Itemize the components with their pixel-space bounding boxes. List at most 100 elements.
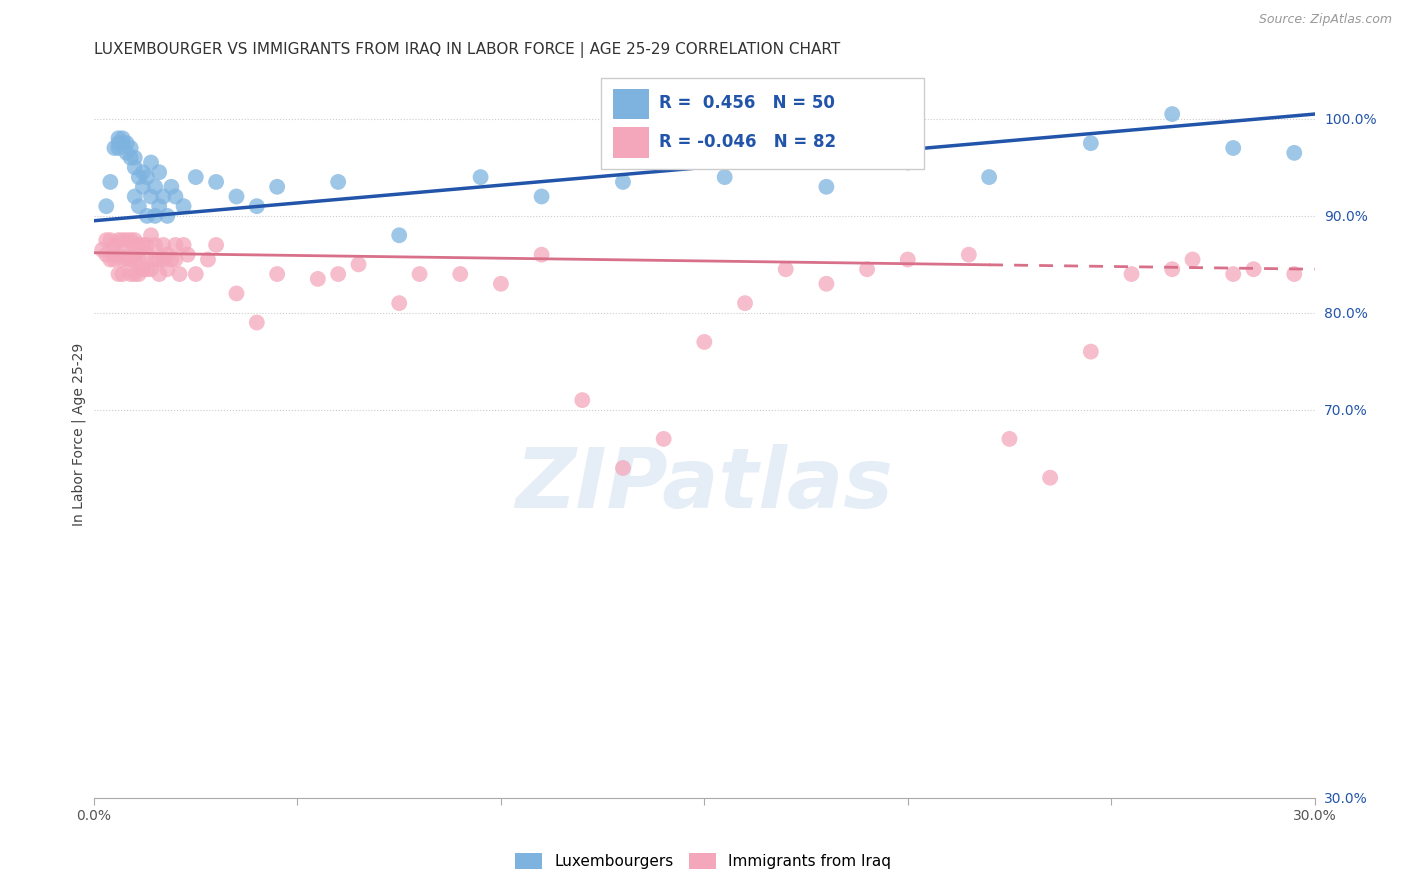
Point bbox=[169, 267, 191, 281]
Point bbox=[530, 247, 553, 261]
Point bbox=[136, 247, 159, 261]
Point bbox=[388, 228, 411, 243]
Point bbox=[120, 233, 142, 247]
Point bbox=[1243, 262, 1265, 277]
Text: R =  0.456   N = 50: R = 0.456 N = 50 bbox=[659, 95, 835, 112]
Point bbox=[139, 189, 162, 203]
Point bbox=[98, 175, 121, 189]
Point bbox=[246, 199, 269, 213]
Point bbox=[96, 247, 118, 261]
Point bbox=[266, 267, 288, 281]
Point bbox=[91, 243, 114, 257]
Point bbox=[173, 199, 195, 213]
Point bbox=[408, 267, 430, 281]
Point bbox=[107, 131, 129, 145]
Point bbox=[713, 170, 735, 185]
Point bbox=[107, 233, 129, 247]
Point bbox=[156, 209, 179, 223]
Text: ZIPatlas: ZIPatlas bbox=[516, 444, 893, 525]
Point bbox=[205, 238, 228, 252]
Point bbox=[103, 252, 125, 267]
Point bbox=[977, 170, 1000, 185]
Point bbox=[156, 262, 179, 277]
Point bbox=[205, 175, 228, 189]
Point bbox=[103, 141, 125, 155]
Point bbox=[124, 233, 146, 247]
Point bbox=[612, 175, 634, 189]
Point bbox=[124, 252, 146, 267]
Point bbox=[1080, 344, 1102, 359]
Point bbox=[998, 432, 1021, 446]
Point bbox=[266, 179, 288, 194]
Point bbox=[115, 252, 138, 267]
Point bbox=[225, 286, 247, 301]
Text: Source: ZipAtlas.com: Source: ZipAtlas.com bbox=[1258, 13, 1392, 27]
Point bbox=[107, 247, 129, 261]
Point bbox=[136, 238, 159, 252]
Point bbox=[96, 199, 118, 213]
Point bbox=[107, 267, 129, 281]
Point bbox=[470, 170, 492, 185]
Point bbox=[897, 155, 920, 169]
Point bbox=[139, 155, 162, 169]
Point bbox=[388, 296, 411, 310]
Point bbox=[489, 277, 512, 291]
Point bbox=[165, 252, 187, 267]
Point bbox=[124, 267, 146, 281]
FancyBboxPatch shape bbox=[613, 128, 650, 158]
Point bbox=[120, 252, 142, 267]
Point bbox=[184, 267, 207, 281]
Point bbox=[111, 233, 134, 247]
Point bbox=[328, 175, 350, 189]
Point bbox=[1222, 141, 1244, 155]
Point bbox=[1161, 262, 1184, 277]
Point bbox=[856, 262, 879, 277]
Point bbox=[176, 247, 198, 261]
Point bbox=[111, 267, 134, 281]
Point bbox=[173, 238, 195, 252]
Point bbox=[449, 267, 471, 281]
Text: R = -0.046   N = 82: R = -0.046 N = 82 bbox=[659, 133, 837, 151]
Point bbox=[1284, 267, 1306, 281]
Point bbox=[775, 262, 797, 277]
Point bbox=[347, 257, 370, 271]
Point bbox=[128, 170, 150, 185]
Point bbox=[571, 393, 593, 408]
Point bbox=[111, 136, 134, 150]
Point bbox=[148, 252, 170, 267]
Point bbox=[115, 233, 138, 247]
Point bbox=[693, 334, 716, 349]
Point bbox=[111, 131, 134, 145]
FancyBboxPatch shape bbox=[600, 78, 924, 169]
Point bbox=[530, 189, 553, 203]
Point bbox=[815, 277, 838, 291]
Point bbox=[152, 189, 174, 203]
Point bbox=[96, 233, 118, 247]
Point bbox=[103, 247, 125, 261]
Point bbox=[148, 165, 170, 179]
Point bbox=[136, 262, 159, 277]
Point bbox=[120, 267, 142, 281]
Point bbox=[148, 267, 170, 281]
Point bbox=[124, 189, 146, 203]
Point bbox=[734, 296, 756, 310]
Point bbox=[124, 151, 146, 165]
Point bbox=[132, 262, 155, 277]
Point bbox=[115, 145, 138, 160]
Point bbox=[120, 247, 142, 261]
Legend: Luxembourgers, Immigrants from Iraq: Luxembourgers, Immigrants from Iraq bbox=[509, 847, 897, 875]
Point bbox=[132, 238, 155, 252]
Point bbox=[128, 252, 150, 267]
Point bbox=[143, 179, 166, 194]
Point bbox=[143, 252, 166, 267]
Point bbox=[152, 252, 174, 267]
Text: LUXEMBOURGER VS IMMIGRANTS FROM IRAQ IN LABOR FORCE | AGE 25-29 CORRELATION CHAR: LUXEMBOURGER VS IMMIGRANTS FROM IRAQ IN … bbox=[94, 42, 841, 58]
Point bbox=[197, 252, 219, 267]
Point bbox=[1121, 267, 1143, 281]
Point bbox=[120, 141, 142, 155]
Point bbox=[139, 228, 162, 243]
Point bbox=[165, 238, 187, 252]
Point bbox=[957, 247, 980, 261]
Point bbox=[143, 238, 166, 252]
Point bbox=[128, 238, 150, 252]
